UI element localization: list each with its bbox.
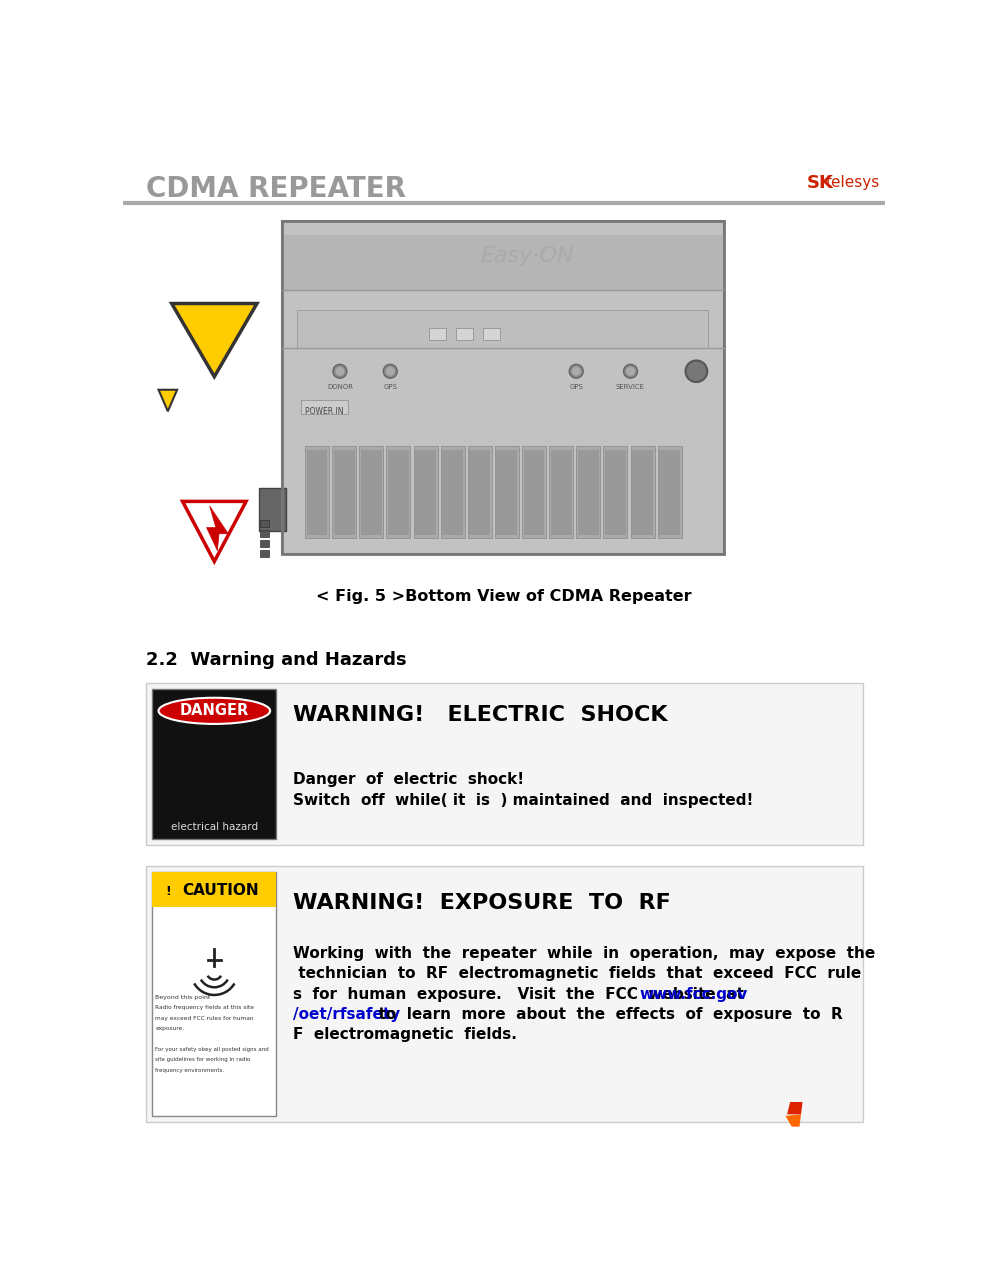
Bar [415, 450, 436, 534]
Text: !: ! [165, 886, 171, 898]
Bar [576, 446, 601, 538]
Bar [297, 309, 708, 348]
Text: For your safety obey all posted signs and: For your safety obey all posted signs an… [155, 1047, 269, 1052]
Circle shape [569, 364, 583, 378]
Text: Working  with  the  repeater  while  in  operation,  may  expose  the: Working with the repeater while in opera… [293, 947, 876, 961]
Polygon shape [158, 390, 177, 412]
Circle shape [685, 360, 707, 382]
Text: DONOR: DONOR [327, 383, 353, 390]
Bar [260, 520, 269, 527]
Text: Radio frequency fields at this site: Radio frequency fields at this site [155, 1006, 255, 1011]
Bar [414, 446, 437, 538]
Text: www.fcc.gov: www.fcc.gov [639, 987, 747, 1002]
Text: GPS: GPS [383, 383, 397, 390]
Bar [305, 446, 329, 538]
Text: POWER IN: POWER IN [305, 408, 344, 417]
Polygon shape [183, 501, 246, 561]
Text: SERVICE: SERVICE [616, 383, 645, 390]
Bar [604, 446, 627, 538]
Text: electrical hazard: electrical hazard [171, 823, 258, 832]
Text: exposure.: exposure. [155, 1026, 185, 1031]
Bar [429, 328, 446, 340]
Text: DANGER: DANGER [180, 703, 249, 718]
Bar [388, 450, 409, 534]
Bar [494, 446, 519, 538]
Circle shape [626, 367, 634, 376]
Bar [630, 446, 655, 538]
Text: s  for  human  exposure.   Visit  the  FCC  website  at: s for human exposure. Visit the FCC webs… [293, 987, 755, 1002]
Bar [152, 872, 276, 907]
Bar [549, 446, 573, 538]
Polygon shape [785, 1114, 801, 1127]
Bar [496, 450, 517, 534]
Bar [260, 530, 269, 537]
Text: Easy·ON: Easy·ON [481, 245, 574, 266]
Bar [301, 400, 348, 414]
Bar [550, 450, 571, 534]
Circle shape [336, 367, 344, 376]
Bar [260, 550, 269, 557]
Circle shape [333, 364, 347, 378]
Text: /oet/rfsafety: /oet/rfsafety [293, 1007, 401, 1021]
Bar [469, 450, 491, 534]
Polygon shape [172, 303, 257, 377]
Bar [259, 488, 286, 530]
Text: technician  to  RF  electromagnetic  fields  that  exceed  FCC  rule: technician to RF electromagnetic fields … [293, 966, 862, 982]
Bar [361, 450, 381, 534]
Text: may exceed FCC rules for human: may exceed FCC rules for human [155, 1016, 254, 1021]
Text: telesys: telesys [826, 175, 880, 190]
Text: frequency environments.: frequency environments. [155, 1067, 224, 1072]
Bar [146, 865, 863, 1122]
Circle shape [623, 364, 637, 378]
Bar [468, 446, 492, 538]
Text: WARNING!  EXPOSURE  TO  RF: WARNING! EXPOSURE TO RF [293, 892, 671, 912]
Bar [332, 446, 356, 538]
Circle shape [572, 367, 580, 376]
Text: CDMA REPEATER: CDMA REPEATER [146, 175, 406, 203]
Bar [282, 221, 723, 553]
Bar [484, 328, 500, 340]
Bar [333, 450, 355, 534]
Bar [359, 446, 383, 538]
Bar [282, 221, 723, 553]
Text: Switch  off  while( it  is  ) maintained  and  inspected!: Switch off while( it is ) maintained and… [293, 792, 754, 808]
Bar [524, 450, 545, 534]
Polygon shape [206, 506, 228, 551]
Bar [442, 450, 463, 534]
Bar [282, 235, 723, 290]
Bar [658, 446, 681, 538]
Text: Beyond this point: Beyond this point [155, 996, 210, 999]
Text: WARNING!   ELECTRIC  SHOCK: WARNING! ELECTRIC SHOCK [293, 705, 667, 726]
Circle shape [383, 364, 397, 378]
Bar [578, 450, 599, 534]
Circle shape [386, 367, 394, 376]
Ellipse shape [158, 698, 270, 723]
Text: Danger  of  electric  shock!: Danger of electric shock! [293, 772, 525, 787]
Text: to  learn  more  about  the  effects  of  exposure  to  R: to learn more about the effects of expos… [368, 1007, 842, 1021]
Polygon shape [787, 1102, 802, 1114]
Text: SK: SK [806, 174, 834, 192]
Bar [260, 539, 269, 547]
Text: F  electromagnetic  fields.: F electromagnetic fields. [293, 1026, 517, 1042]
Bar [152, 689, 276, 838]
Text: 2.2  Warning and Hazards: 2.2 Warning and Hazards [146, 651, 407, 668]
Bar [456, 328, 473, 340]
Bar [307, 450, 327, 534]
Bar [146, 684, 863, 845]
Bar [152, 872, 276, 1116]
Text: CAUTION: CAUTION [182, 883, 259, 897]
Bar [440, 446, 465, 538]
Bar [605, 450, 626, 534]
Bar [386, 446, 410, 538]
Text: < Fig. 5 >Bottom View of CDMA Repeater: < Fig. 5 >Bottom View of CDMA Repeater [316, 589, 692, 604]
Bar [522, 446, 546, 538]
Text: GPS: GPS [569, 383, 583, 390]
Bar [660, 450, 680, 534]
Bar [632, 450, 653, 534]
Text: site guidelines for working in radio: site guidelines for working in radio [155, 1057, 251, 1062]
